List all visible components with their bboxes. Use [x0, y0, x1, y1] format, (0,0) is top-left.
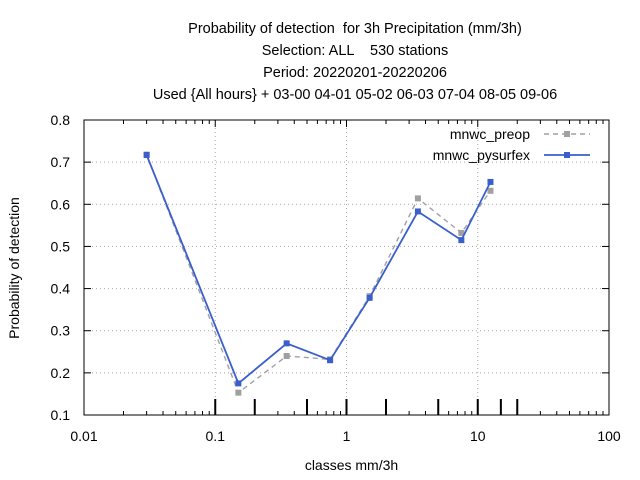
y-tick-label: 0.1: [51, 407, 71, 423]
data-point-mnwc_pysurfex: [283, 340, 290, 347]
y-tick-label: 0.8: [51, 112, 71, 128]
y-tick-label: 0.3: [51, 323, 71, 339]
x-tick-label: 1: [343, 428, 351, 444]
series-line-mnwc_pysurfex: [145, 154, 492, 385]
title-line-2: Selection: ALL 530 stations: [261, 43, 449, 59]
data-point-mnwc_pysurfex: [143, 151, 150, 158]
title-line-1: Probability of detection for 3h Precipit…: [188, 21, 522, 37]
y-tick-label: 0.2: [51, 365, 71, 381]
legend-label-mnwc_pysurfex: mnwc_pysurfex: [433, 147, 530, 163]
data-point-mnwc_pysurfex: [366, 294, 373, 301]
title-line-3: Period: 20220201-20220206: [263, 65, 447, 81]
data-point-mnwc_pysurfex: [235, 380, 242, 387]
y-tick-label: 0.4: [51, 281, 71, 297]
data-point-mnwc_preop: [458, 229, 465, 236]
y-tick-label: 0.5: [51, 238, 71, 254]
data-point-mnwc_pysurfex: [414, 208, 421, 215]
series-line-mnwc_preop: [145, 154, 492, 394]
legend-marker-mnwc_pysurfex: [564, 152, 570, 158]
data-point-mnwc_pysurfex: [327, 357, 334, 364]
x-tick-label: 10: [470, 428, 486, 444]
x-axis-label: classes mm/3h: [305, 457, 398, 473]
legend-label-mnwc_preop: mnwc_preop: [450, 126, 530, 142]
data-point-mnwc_preop: [487, 187, 494, 194]
legend-marker-mnwc_preop: [564, 131, 570, 137]
x-tick-label: 100: [597, 428, 621, 444]
data-point-mnwc_preop: [414, 195, 421, 202]
data-point-mnwc_pysurfex: [487, 178, 494, 185]
x-tick-label: 0.1: [206, 428, 226, 444]
y-axis-label: Probability of detection: [6, 197, 22, 339]
data-point-mnwc_preop: [235, 389, 242, 396]
x-tick-label: 0.01: [70, 428, 97, 444]
data-point-mnwc_preop: [283, 353, 290, 359]
y-tick-label: 0.6: [51, 196, 71, 212]
y-tick-label: 0.7: [51, 154, 71, 170]
title-line-4: Used {All hours} + 03-00 04-01 05-02 06-…: [152, 87, 558, 103]
data-point-mnwc_pysurfex: [458, 237, 465, 244]
chart-title: Probability of detection for 3h Precipit…: [0, 18, 640, 106]
